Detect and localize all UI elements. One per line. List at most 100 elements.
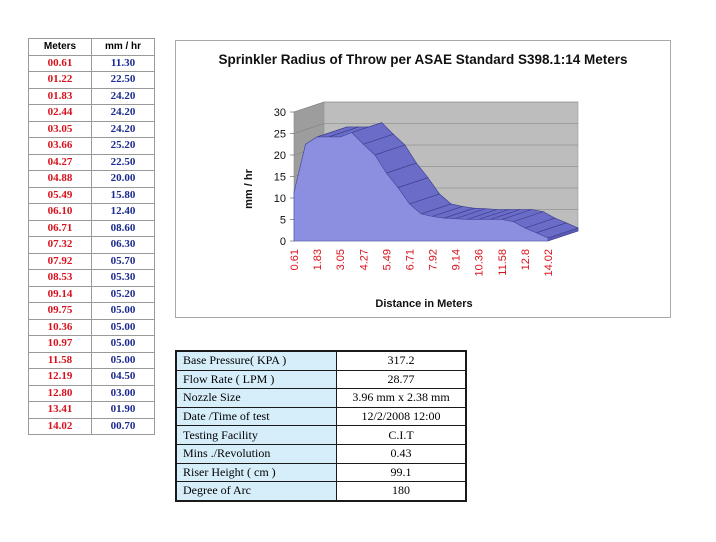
rate-cell: 24.20: [91, 120, 155, 138]
rate-cell: 20.00: [91, 170, 155, 188]
table-row: 10.97 05.00: [28, 335, 155, 353]
table-row: 03.05 24.20: [28, 120, 155, 138]
info-label: Flow Rate ( LPM ): [175, 369, 337, 390]
table-row: 01.22 22.50: [28, 71, 155, 89]
info-label: Riser Height ( cm ): [175, 462, 337, 483]
rate-cell: 05.00: [91, 335, 155, 353]
table-row: 14.02 00.70: [28, 417, 155, 435]
y-tick-label: 5: [280, 215, 286, 227]
table-row: 06.10 12.40: [28, 203, 155, 221]
table-row: 11.58 05.00: [28, 351, 155, 369]
table-row: 07.32 06.30: [28, 236, 155, 254]
rate-cell: 05.00: [91, 318, 155, 336]
meters-cell: 03.05: [28, 120, 92, 138]
info-row: Testing Facility C.I.T: [175, 425, 467, 445]
y-tick-label: 15: [274, 172, 286, 184]
info-row: Flow Rate ( LPM ) 28.77: [175, 369, 467, 390]
area-chart: Sprinkler Radius of Throw per ASAE Stand…: [218, 52, 627, 310]
meters-cell: 04.88: [28, 170, 92, 188]
meters-cell: 06.10: [28, 203, 92, 221]
info-value: C.I.T: [336, 425, 467, 445]
table-row: 09.75 05.00: [28, 302, 155, 320]
info-row: Date /Time of test 12/2/2008 12:00: [175, 406, 467, 427]
y-axis-ticks: 0 5 10 15 20 25 30: [274, 107, 294, 248]
table-row: 04.27 22.50: [28, 153, 155, 171]
meters-cell: 10.97: [28, 335, 92, 353]
y-tick-label: 25: [274, 129, 286, 141]
meters-cell: 04.27: [28, 153, 92, 171]
test-info-table: Base Pressure( KPA ) 317.2 Flow Rate ( LPM…: [175, 350, 467, 502]
meters-cell: 08.53: [28, 269, 92, 287]
table-body: 00.61 11.30 01.22 22.50 01.83 24.20 02.44 24.20…: [28, 54, 155, 435]
rate-cell: 24.20: [91, 104, 155, 122]
meters-cell: 12.80: [28, 384, 92, 402]
table-row: 09.14 05.20: [28, 285, 155, 303]
meters-cell: 01.83: [28, 87, 92, 105]
x-tick-label: 11.58: [497, 249, 509, 276]
info-value: 180: [336, 481, 467, 502]
info-row: Mins ./Revolution 0.43: [175, 443, 467, 464]
rate-cell: 22.50: [91, 71, 155, 89]
y-axis-label: mm / hr: [243, 168, 255, 208]
table-row: 07.92 05.70: [28, 252, 155, 270]
y-tick-label: 20: [274, 150, 286, 162]
rate-cell: 00.70: [91, 417, 155, 435]
meters-cell: 01.22: [28, 71, 92, 89]
info-value: 3.96 mm x 2.38 mm: [336, 388, 467, 408]
rate-cell: 03.00: [91, 384, 155, 402]
table-row: 13.41 01.90: [28, 401, 155, 419]
x-tick-label: 5.49: [381, 249, 393, 270]
rate-cell: 25.20: [91, 137, 155, 155]
rate-cell: 06.30: [91, 236, 155, 254]
area-front-face: [293, 132, 549, 242]
table-row: 02.44 24.20: [28, 104, 155, 122]
gridline: [293, 123, 325, 134]
info-value: 99.1: [336, 462, 467, 483]
info-label: Degree of Arc: [175, 481, 337, 502]
info-label: Testing Facility: [175, 425, 337, 445]
rate-cell: 12.40: [91, 203, 155, 221]
header-meters: Meters: [28, 38, 92, 56]
rate-cell: 05.00: [91, 302, 155, 320]
info-row: Base Pressure( KPA ) 317.2: [175, 350, 467, 371]
table-row: 04.88 20.00: [28, 170, 155, 188]
x-tick-label: 14.02: [543, 249, 555, 277]
info-value: 0.43: [336, 443, 467, 464]
rate-cell: 22.50: [91, 153, 155, 171]
table-row: 08.53 05.30: [28, 269, 155, 287]
meters-cell: 13.41: [28, 401, 92, 419]
table-row: 10.36 05.00: [28, 318, 155, 336]
meters-cell: 11.58: [28, 351, 92, 369]
x-tick-label: 12.8: [520, 249, 532, 270]
meters-cell: 09.75: [28, 302, 92, 320]
info-row: Riser Height ( cm ) 99.1: [175, 462, 467, 483]
rate-cell: 08.60: [91, 219, 155, 237]
x-tick-label: 4.27: [358, 249, 370, 270]
x-tick-label: 9.14: [451, 249, 463, 270]
x-tick-label: 1.83: [312, 249, 324, 270]
info-label: Mins ./Revolution: [175, 443, 337, 464]
table-header-row: Meters mm / hr: [28, 38, 155, 56]
info-label: Base Pressure( KPA ): [175, 350, 337, 371]
x-axis-ticks: 0.61 1.83 3.05 4.27 5.49 6.71 7.92 9.14 10.36 11.…: [289, 249, 555, 277]
meters-cell: 12.19: [28, 368, 92, 386]
meters-cell: 10.36: [28, 318, 92, 336]
table-row: 06.71 08.60: [28, 219, 155, 237]
chart-area-series: [293, 122, 579, 242]
table-row: 00.61 11.30: [28, 54, 155, 72]
rate-cell: 05.30: [91, 269, 155, 287]
meters-cell: 14.02: [28, 417, 92, 435]
x-tick-label: 10.36: [474, 249, 486, 277]
y-tick-label: 10: [274, 193, 286, 205]
info-label: Nozzle Size: [175, 388, 337, 408]
table-row: 12.80 03.00: [28, 384, 155, 402]
header-mm-hr: mm / hr: [91, 38, 155, 56]
x-tick-label: 0.61: [289, 249, 301, 270]
y-tick-label: 0: [280, 236, 286, 248]
meters-cell: 02.44: [28, 104, 92, 122]
info-label: Date /Time of test: [175, 406, 337, 427]
y-tick-label: 30: [274, 107, 286, 119]
rate-cell: 05.00: [91, 351, 155, 369]
rate-cell: 01.90: [91, 401, 155, 419]
info-row: Nozzle Size 3.96 mm x 2.38 mm: [175, 388, 467, 408]
